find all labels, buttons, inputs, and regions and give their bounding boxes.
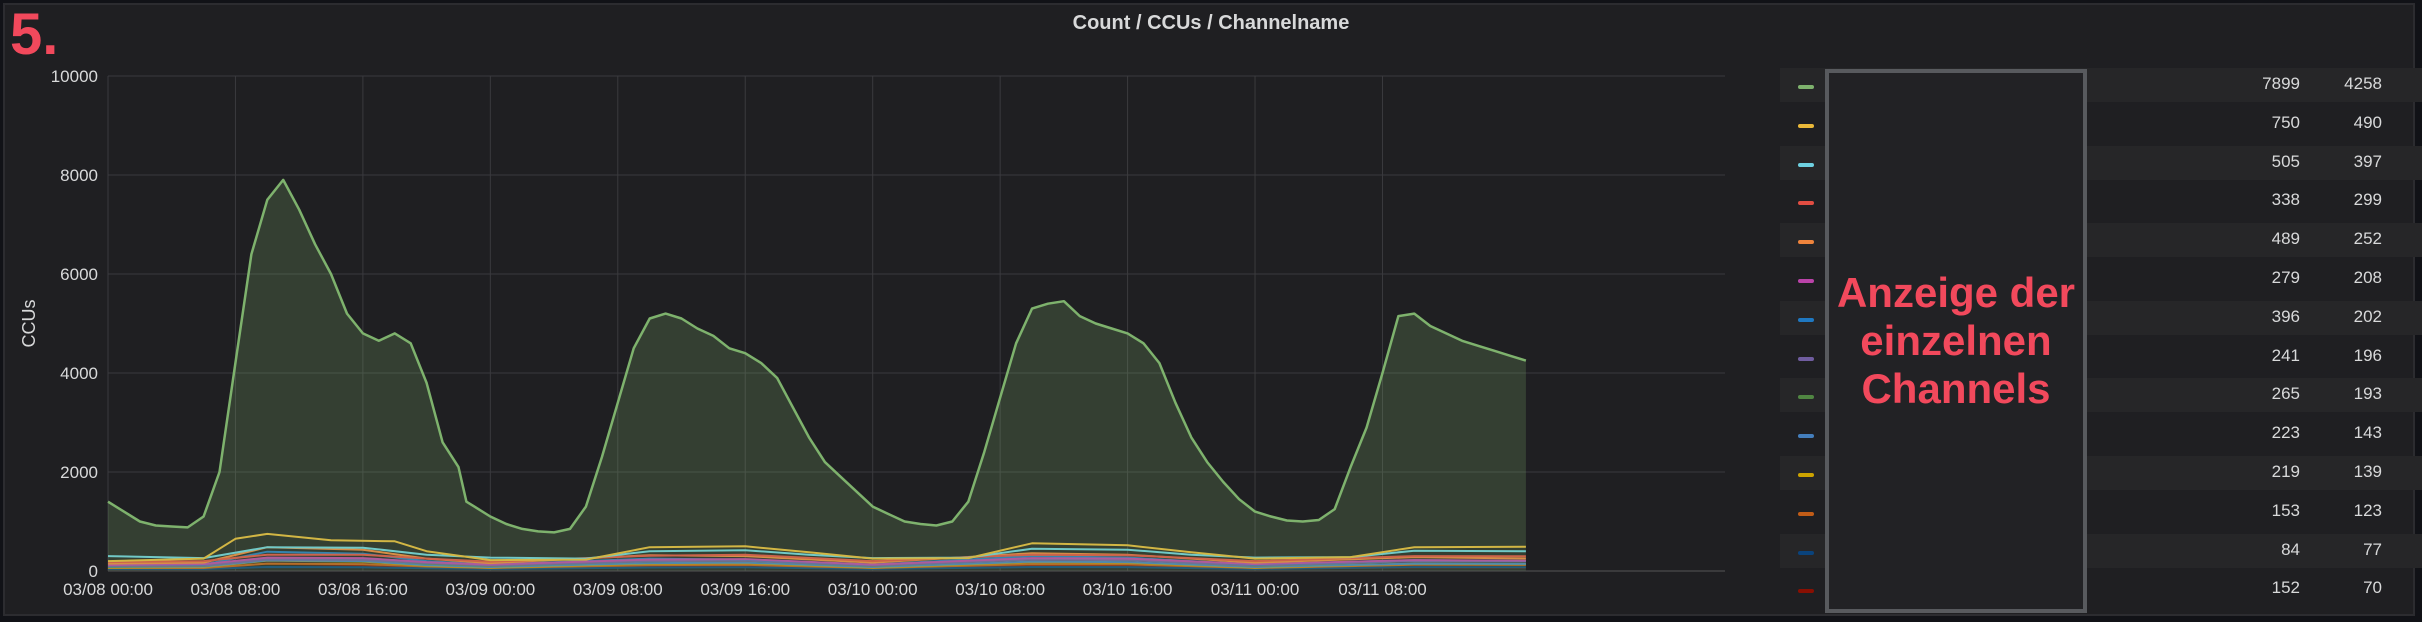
legend-color-swatch[interactable] <box>1798 317 1814 322</box>
legend-max-value: 223 <box>2271 423 2300 443</box>
legend-max-value: 338 <box>2271 190 2300 210</box>
legend-color-swatch[interactable] <box>1798 201 1814 206</box>
x-tick-label: 03/10 00:00 <box>828 580 918 599</box>
x-tick-label: 03/10 08:00 <box>955 580 1045 599</box>
series-line <box>107 178 1527 534</box>
legend-color-swatch[interactable] <box>1798 589 1814 594</box>
legend-current-value: 193 <box>2353 384 2382 404</box>
x-tick-label: 03/09 16:00 <box>700 580 790 599</box>
legend-current-value: 202 <box>2353 306 2382 326</box>
legend-max-value: 396 <box>2271 306 2300 326</box>
legend-current-value: 299 <box>2353 190 2382 210</box>
legend-color-swatch[interactable] <box>1798 434 1814 439</box>
series-line <box>108 566 1526 570</box>
y-tick-label: 2000 <box>60 463 98 482</box>
y-tick-label: 0 <box>89 562 98 581</box>
legend-max-value: 489 <box>2271 229 2300 249</box>
x-tick-label: 03/09 08:00 <box>573 580 663 599</box>
y-axis-label: CCUs <box>19 300 39 348</box>
legend-color-swatch[interactable] <box>1798 395 1814 400</box>
legend-max-value: 241 <box>2271 345 2300 365</box>
x-tick-label: 03/11 08:00 <box>1338 580 1427 599</box>
legend-color-swatch[interactable] <box>1798 123 1814 128</box>
legend-row[interactable]: 241 196 <box>1780 340 2422 374</box>
series-line <box>107 556 1526 567</box>
legend-max-value: 505 <box>2271 151 2300 171</box>
series-line <box>107 558 1526 567</box>
step-number: 5. <box>10 2 59 67</box>
legend-max-value: 153 <box>2271 500 2300 520</box>
y-tick-label: 4000 <box>60 364 98 383</box>
legend-max-value: 750 <box>2271 112 2300 132</box>
legend-row[interactable]: 223 143 <box>1780 417 2422 451</box>
annotation-text: Anzeige der einzelnen Channels <box>1836 269 2076 412</box>
x-tick-label: 03/11 00:00 <box>1211 580 1300 599</box>
series-line <box>107 532 1526 563</box>
x-tick-label: 03/09 00:00 <box>445 580 535 599</box>
legend-color-swatch[interactable] <box>1798 279 1814 283</box>
legend-current-value: 252 <box>2353 229 2382 249</box>
series-line <box>107 559 1526 568</box>
legend-current-value: 77 <box>2363 539 2382 559</box>
legend-current-value: 139 <box>2353 462 2382 481</box>
legend-color-swatch[interactable] <box>1798 356 1814 361</box>
x-tick-label: 03/10 16:00 <box>1083 580 1173 599</box>
panel-title[interactable]: Count / CCUs / Channelname <box>1072 12 1350 34</box>
legend-max-value: 7899 <box>2262 74 2300 93</box>
y-tick-label: 6000 <box>60 265 98 284</box>
legend-current-value: 208 <box>2353 268 2382 287</box>
legend-color-swatch[interactable] <box>1798 511 1814 516</box>
legend-color-swatch[interactable] <box>1798 162 1814 167</box>
legend-current-value: 397 <box>2353 151 2382 171</box>
x-tick-label: 03/08 08:00 <box>191 580 281 599</box>
x-tick-label: 03/08 16:00 <box>318 580 408 599</box>
legend-current-value: 143 <box>2353 423 2382 443</box>
annotation-box: Anzeige der einzelnen Channels <box>1825 69 2087 613</box>
legend-color-swatch[interactable] <box>1798 550 1814 555</box>
legend-current-value: 4258 <box>2344 74 2382 93</box>
legend-row[interactable]: 750 490 <box>1780 107 2422 141</box>
legend-current-value: 490 <box>2353 112 2382 132</box>
legend-color-swatch[interactable] <box>1798 473 1814 477</box>
legend-color-swatch[interactable] <box>1798 240 1814 245</box>
y-tick-label: 8000 <box>60 166 98 185</box>
series-area <box>108 179 1526 571</box>
legend-current-value: 70 <box>2363 578 2382 598</box>
legend-color-swatch[interactable] <box>1798 85 1814 89</box>
legend-row[interactable]: 152 70 <box>1780 572 2422 606</box>
legend-row[interactable]: 279 208 <box>1780 262 2422 296</box>
legend-row[interactable]: 338 299 <box>1780 184 2422 218</box>
legend-max-value: 279 <box>2271 268 2300 287</box>
legend-max-value: 152 <box>2271 578 2300 598</box>
legend-max-value: 84 <box>2281 539 2300 559</box>
legend-row[interactable]: 153 123 <box>1780 495 2422 529</box>
legend-max-value: 219 <box>2271 462 2300 481</box>
y-tick-label: 10000 <box>51 67 98 86</box>
legend-max-value: 265 <box>2271 384 2300 404</box>
legend-current-value: 196 <box>2353 345 2382 365</box>
series-line <box>107 553 1526 564</box>
legend-current-value: 123 <box>2353 500 2382 520</box>
x-tick-label: 03/08 00:00 <box>63 580 153 599</box>
